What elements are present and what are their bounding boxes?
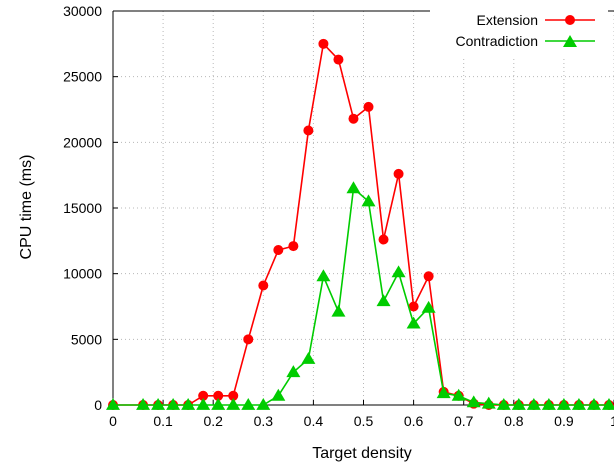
data-point-contradiction — [451, 388, 466, 401]
data-point-contradiction — [361, 194, 376, 207]
data-point-contradiction — [331, 304, 346, 317]
x-tick-label: 0.1 — [153, 413, 173, 429]
data-point-contradiction — [406, 316, 421, 329]
data-point-contradiction — [466, 395, 481, 408]
y-tick-label: 0 — [94, 397, 102, 413]
y-tick-label: 30000 — [63, 3, 102, 19]
legend-label-contradiction: Contradiction — [456, 33, 539, 49]
data-point-extension — [378, 234, 389, 245]
data-point-extension — [408, 301, 419, 312]
data-point-extension — [288, 241, 299, 252]
x-tick-label: 0.6 — [404, 413, 424, 429]
x-tick-label: 0.3 — [254, 413, 274, 429]
y-tick-label: 25000 — [63, 69, 102, 85]
data-point-contradiction — [556, 398, 571, 410]
data-point-extension — [198, 390, 209, 401]
tick-labels: 0 0.1 0.2 0.3 0.4 0.5 0.6 0.7 0.8 0.9 1 0 5000 10000 1… — [63, 3, 614, 429]
data-point-contradiction — [166, 398, 181, 410]
data-point-contradiction — [481, 396, 496, 409]
legend: Extension Contradiction — [430, 8, 608, 56]
data-point-contradiction — [211, 398, 226, 410]
x-tick-label: 0.2 — [203, 413, 223, 429]
data-point-contradiction — [391, 265, 406, 278]
data-point-contradiction — [586, 398, 601, 410]
data-point-contradiction — [541, 398, 556, 410]
x-tick-label: 0.9 — [554, 413, 574, 429]
data-point-contradiction — [301, 352, 316, 364]
data-point-extension — [228, 390, 239, 401]
data-point-contradiction — [241, 398, 256, 410]
data-point-contradiction — [526, 398, 541, 410]
data-point-contradiction — [421, 300, 436, 313]
x-tick-label: 0.5 — [354, 413, 374, 429]
y-axis-title: CPU time (ms) — [18, 155, 35, 260]
data-point-contradiction — [376, 294, 391, 307]
data-point-contradiction — [151, 398, 166, 410]
legend-label-extension: Extension — [477, 12, 538, 28]
data-point-extension — [273, 245, 284, 256]
data-point-extension — [393, 168, 404, 179]
legend-marker-extension — [565, 15, 575, 25]
data-point-contradiction — [436, 386, 451, 399]
y-tick-label: 5000 — [71, 331, 102, 347]
y-tick-label: 15000 — [63, 200, 102, 216]
data-point-contradiction — [196, 398, 211, 410]
data-point-extension — [318, 38, 329, 49]
grid-lines — [113, 10, 614, 405]
data-point-contradiction — [346, 181, 361, 194]
series-group — [106, 38, 614, 410]
data-point-extension — [303, 125, 314, 136]
data-point-contradiction — [316, 269, 331, 282]
data-point-extension — [333, 54, 344, 65]
y-tick-label: 20000 — [63, 134, 102, 150]
series-contradiction — [106, 181, 614, 410]
x-tick-label: 0 — [109, 413, 117, 429]
data-point-contradiction — [571, 398, 586, 410]
data-point-extension — [243, 334, 254, 345]
x-tick-label: 0.8 — [504, 413, 524, 429]
data-point-extension — [258, 280, 269, 291]
legend-background — [430, 8, 608, 56]
data-point-contradiction — [286, 365, 301, 378]
data-point-contradiction — [256, 398, 271, 410]
data-point-contradiction — [181, 398, 196, 410]
data-point-contradiction — [106, 398, 120, 410]
data-point-contradiction — [226, 398, 241, 410]
data-point-extension — [348, 113, 359, 124]
x-axis-title: Target density — [312, 445, 412, 462]
data-point-extension — [213, 390, 224, 401]
data-point-extension — [363, 101, 374, 112]
data-point-contradiction — [136, 398, 151, 410]
x-tick-label: 1 — [610, 413, 614, 429]
data-point-contradiction — [601, 398, 614, 410]
data-point-contradiction — [496, 398, 511, 410]
legend-marker-contradiction — [563, 35, 577, 47]
x-tick-label: 0.4 — [304, 413, 324, 429]
x-tick-label: 0.7 — [454, 413, 474, 429]
data-point-contradiction — [511, 398, 526, 410]
data-point-extension — [423, 271, 434, 282]
y-tick-label: 10000 — [63, 266, 102, 282]
data-point-contradiction — [271, 388, 286, 401]
